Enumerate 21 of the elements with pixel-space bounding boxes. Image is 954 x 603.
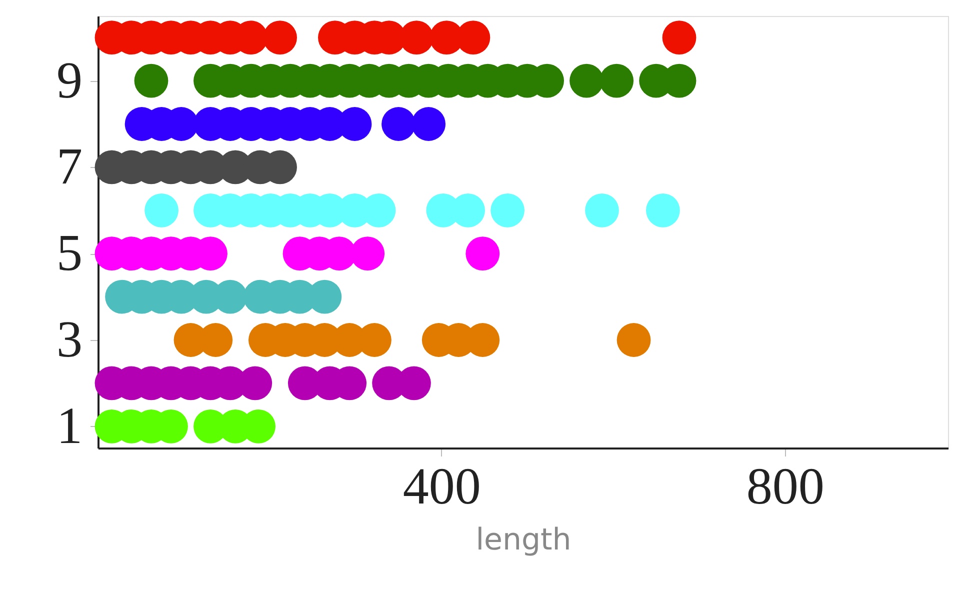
- point: [570, 64, 604, 98]
- x-tick-label: 800: [746, 458, 824, 516]
- point: [263, 20, 297, 55]
- y-tick-label: 7: [56, 138, 82, 196]
- point: [144, 193, 178, 228]
- y-tick-label: 5: [56, 225, 82, 282]
- point: [616, 323, 651, 357]
- y-tick-label: 1: [56, 398, 82, 455]
- y-tick-label: 3: [56, 312, 82, 368]
- y-tick-label: 9: [56, 52, 82, 110]
- point: [662, 20, 696, 55]
- point: [490, 193, 524, 228]
- point: [134, 64, 168, 98]
- point: [646, 193, 680, 228]
- x-axis-title: length: [476, 522, 572, 558]
- x-tick-label: 400: [402, 458, 481, 516]
- point: [585, 193, 619, 228]
- point: [466, 236, 500, 271]
- point: [600, 64, 634, 98]
- point: [382, 107, 416, 141]
- point: [412, 107, 446, 141]
